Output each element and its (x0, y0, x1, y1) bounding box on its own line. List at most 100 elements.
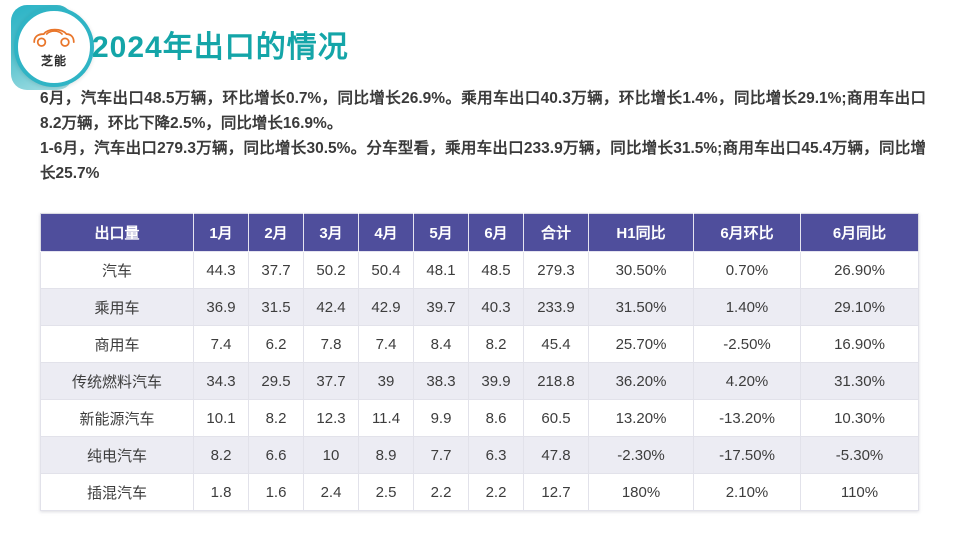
export-table: 出口量 1月 2月 3月 4月 5月 6月 合计 H1同比 6月环比 6月同比 汽车 44.3 37.7… (40, 213, 919, 511)
cell-value: 29.10% (800, 288, 919, 326)
row-label: 传统燃料汽车 (40, 362, 194, 400)
row-label: 纯电汽车 (40, 436, 194, 474)
cell-value: 42.9 (358, 288, 414, 326)
cell-value: 39.9 (468, 362, 524, 400)
column-header: 合计 (523, 213, 589, 252)
table-row: 汽车 44.3 37.7 50.2 50.4 48.1 48.5 279.3 30.50% 0.7… (40, 251, 919, 289)
cell-value: 48.1 (413, 251, 469, 289)
cell-value: 8.2 (193, 436, 249, 474)
row-label: 插混汽车 (40, 473, 194, 511)
cell-value: 26.90% (800, 251, 919, 289)
cell-value: 218.8 (523, 362, 589, 400)
column-header: 出口量 (40, 213, 194, 252)
intro-paragraph-june: 6月，汽车出口48.5万辆，环比增长0.7%，同比增长26.9%。乘用车出口40… (40, 90, 926, 132)
cell-value: 7.4 (193, 325, 249, 363)
cell-value: 6.3 (468, 436, 524, 474)
cell-value: 37.7 (248, 251, 304, 289)
cell-value: -13.20% (693, 399, 801, 437)
column-header: 4月 (358, 213, 414, 252)
page-title: 2024年出口的情况 (92, 31, 349, 64)
cell-value: 8.9 (358, 436, 414, 474)
column-header: 6月环比 (693, 213, 801, 252)
cell-value: 110% (800, 473, 919, 511)
cell-value: -2.50% (693, 325, 801, 363)
car-icon (32, 25, 76, 54)
cell-value: 2.10% (693, 473, 801, 511)
cell-value: 2.2 (413, 473, 469, 511)
table-header: 出口量 1月 2月 3月 4月 5月 6月 合计 H1同比 6月环比 6月同比 (40, 213, 919, 252)
cell-value: 8.6 (468, 399, 524, 437)
column-header: 2月 (248, 213, 304, 252)
cell-value: 37.7 (303, 362, 359, 400)
cell-value: 45.4 (523, 325, 589, 363)
cell-value: -17.50% (693, 436, 801, 474)
cell-value: 10 (303, 436, 359, 474)
cell-value: 2.4 (303, 473, 359, 511)
cell-value: 2.2 (468, 473, 524, 511)
cell-value: 60.5 (523, 399, 589, 437)
column-header: 3月 (303, 213, 359, 252)
row-label: 乘用车 (40, 288, 194, 326)
cell-value: 38.3 (413, 362, 469, 400)
cell-value: 42.4 (303, 288, 359, 326)
cell-value: 8.2 (468, 325, 524, 363)
cell-value: 9.9 (413, 399, 469, 437)
export-table-container: 出口量 1月 2月 3月 4月 5月 6月 合计 H1同比 6月环比 6月同比 汽车 44.3 37.7… (40, 213, 919, 511)
cell-value: 12.3 (303, 399, 359, 437)
cell-value: 10.30% (800, 399, 919, 437)
column-header: 1月 (193, 213, 249, 252)
cell-value: 279.3 (523, 251, 589, 289)
cell-value: 2.5 (358, 473, 414, 511)
cell-value: 8.2 (248, 399, 304, 437)
column-header: 6月 (468, 213, 524, 252)
cell-value: 31.30% (800, 362, 919, 400)
cell-value: 50.4 (358, 251, 414, 289)
cell-value: 39 (358, 362, 414, 400)
table-body: 汽车 44.3 37.7 50.2 50.4 48.1 48.5 279.3 30.50% 0.7… (40, 251, 919, 511)
table-row: 传统燃料汽车 34.3 29.5 37.7 39 38.3 39.9 218.8 36.20% 4… (40, 362, 919, 400)
cell-value: 0.70% (693, 251, 801, 289)
cell-value: 50.2 (303, 251, 359, 289)
row-label: 新能源汽车 (40, 399, 194, 437)
brand-name: 芝能 (40, 54, 67, 68)
intro-text: 6月，汽车出口48.5万辆，环比增长0.7%，同比增长26.9%。乘用车出口40… (40, 86, 926, 186)
cell-value: 36.20% (588, 362, 694, 400)
logo: 芝能 (14, 7, 94, 87)
cell-value: 12.7 (523, 473, 589, 511)
cell-value: 11.4 (358, 399, 414, 437)
cell-value: 6.2 (248, 325, 304, 363)
cell-value: 44.3 (193, 251, 249, 289)
cell-value: 8.4 (413, 325, 469, 363)
cell-value: 34.3 (193, 362, 249, 400)
table-row: 新能源汽车 10.1 8.2 12.3 11.4 9.9 8.6 60.5 13.20% -13.… (40, 399, 919, 437)
table-row: 插混汽车 1.8 1.6 2.4 2.5 2.2 2.2 12.7 180% 2.10% 110% (40, 473, 919, 511)
cell-value: 10.1 (193, 399, 249, 437)
cell-value: 29.5 (248, 362, 304, 400)
cell-value: 13.20% (588, 399, 694, 437)
cell-value: 233.9 (523, 288, 589, 326)
table-row: 乘用车 36.9 31.5 42.4 42.9 39.7 40.3 233.9 31.50% 1.… (40, 288, 919, 326)
cell-value: -2.30% (588, 436, 694, 474)
table-header-row: 出口量 1月 2月 3月 4月 5月 6月 合计 H1同比 6月环比 6月同比 (40, 213, 919, 252)
column-header: 5月 (413, 213, 469, 252)
cell-value: 7.8 (303, 325, 359, 363)
cell-value: 36.9 (193, 288, 249, 326)
column-header: H1同比 (588, 213, 694, 252)
cell-value: 47.8 (523, 436, 589, 474)
cell-value: 25.70% (588, 325, 694, 363)
cell-value: 4.20% (693, 362, 801, 400)
cell-value: 31.50% (588, 288, 694, 326)
table-row: 商用车 7.4 6.2 7.8 7.4 8.4 8.2 45.4 25.70% -2.50% 16.… (40, 325, 919, 363)
cell-value: 6.6 (248, 436, 304, 474)
table-row: 纯电汽车 8.2 6.6 10 8.9 7.7 6.3 47.8 -2.30% -17.50% -5… (40, 436, 919, 474)
column-header: 6月同比 (800, 213, 919, 252)
row-label: 汽车 (40, 251, 194, 289)
cell-value: 40.3 (468, 288, 524, 326)
cell-value: 7.7 (413, 436, 469, 474)
cell-value: 1.40% (693, 288, 801, 326)
cell-value: 1.6 (248, 473, 304, 511)
cell-value: 7.4 (358, 325, 414, 363)
cell-value: 30.50% (588, 251, 694, 289)
cell-value: -5.30% (800, 436, 919, 474)
